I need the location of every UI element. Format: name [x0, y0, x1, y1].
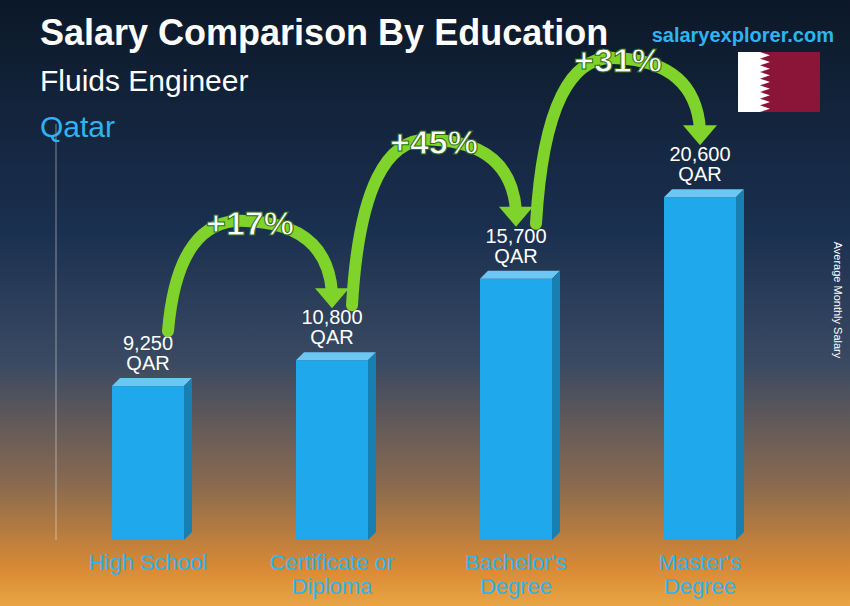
- svg-text:Master'sDegree: Master'sDegree: [659, 550, 741, 599]
- svg-text:+31%: +31%: [574, 41, 662, 80]
- html-text:Qatar: Qatar: [40, 110, 115, 143]
- svg-text:9,250QAR: 9,250QAR: [123, 332, 173, 374]
- svg-text:20,600QAR: 20,600QAR: [669, 143, 730, 185]
- svg-text:Certificate orDiploma: Certificate orDiploma: [270, 550, 395, 599]
- svg-text:15,700QAR: 15,700QAR: [485, 225, 546, 267]
- html-text:Fluids Engineer: Fluids Engineer: [40, 64, 249, 97]
- svg-text:Bachelor'sDegree: Bachelor'sDegree: [465, 550, 567, 599]
- svg-text:+45%: +45%: [390, 123, 478, 161]
- svg-text:High School: High School: [89, 550, 208, 575]
- svg-text:+17%: +17%: [206, 204, 294, 242]
- html-text:salaryexplorer.com: salaryexplorer.com: [651, 24, 834, 46]
- svg-text:10,800QAR: 10,800QAR: [301, 306, 362, 348]
- html-text:Salary Comparison By Education: Salary Comparison By Education: [40, 12, 609, 53]
- html-text:Average Monthly Salary: Average Monthly Salary: [832, 241, 844, 359]
